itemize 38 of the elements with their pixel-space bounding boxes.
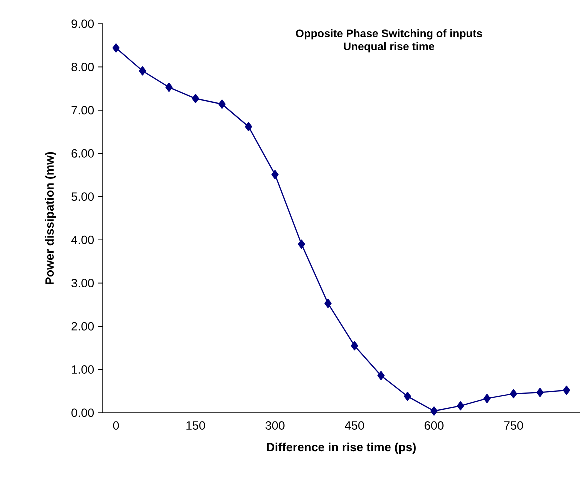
point — [484, 394, 491, 404]
point — [324, 299, 332, 308]
point — [112, 44, 120, 53]
x-axis-title: Difference in rise time (ps) — [267, 442, 416, 454]
point — [351, 341, 358, 351]
chart-title: Opposite Phase Switching of inputs — [296, 29, 482, 40]
point — [457, 401, 464, 411]
point — [166, 82, 173, 92]
point — [218, 100, 226, 109]
point — [563, 386, 570, 396]
point — [536, 388, 544, 398]
y-tick-label: 0.00 — [72, 408, 94, 418]
y-tick-label: 4.00 — [72, 236, 94, 244]
point — [298, 240, 306, 250]
point — [192, 94, 200, 104]
y-tick-label: 6.00 — [72, 149, 94, 158]
y-tick-label: 3.00 — [72, 279, 94, 288]
y-tick-label: 2.00 — [72, 322, 94, 331]
y-tick-label: 7.00 — [72, 106, 94, 115]
x-tick-label: 600 — [424, 422, 444, 430]
y-tick-label: 9.00 — [72, 20, 94, 28]
x-tick-label: 0 — [113, 422, 120, 430]
point — [378, 371, 385, 380]
point — [139, 66, 146, 76]
y-axis-title: Power dissipation (mw) — [45, 152, 56, 284]
x-tick-label: 750 — [504, 422, 524, 430]
point — [245, 122, 252, 132]
text: Unequal rise time — [344, 42, 434, 53]
point — [430, 406, 438, 416]
point — [404, 392, 412, 402]
point — [510, 389, 518, 399]
y-tick-label: 1.00 — [72, 366, 94, 374]
x-tick-label: 450 — [345, 422, 364, 430]
y-tick-label: 8.00 — [72, 62, 94, 72]
y-tick-label: 5.00 — [72, 192, 94, 202]
x-tick-label: 300 — [266, 422, 285, 430]
point — [272, 170, 279, 180]
x-tick-label: 150 — [186, 422, 206, 430]
